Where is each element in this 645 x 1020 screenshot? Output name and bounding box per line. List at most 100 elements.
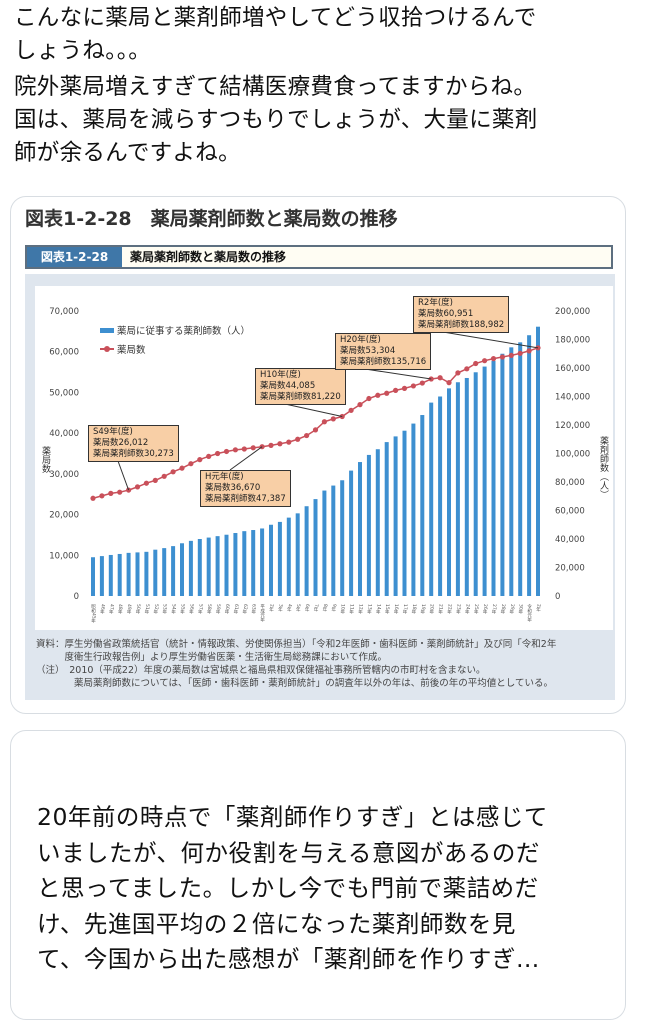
bar	[455, 382, 460, 596]
chart-svg: 0 10,000 20,000 30,000 40,000 50,000 60,000 70,…	[40, 307, 609, 625]
bar	[482, 366, 487, 596]
line-point	[473, 360, 479, 367]
y-right-tick: 180,000	[555, 336, 590, 346]
callout-line: 薬局薬剤師数30,273	[93, 449, 174, 459]
bar	[295, 513, 300, 596]
line-point	[446, 380, 452, 386]
line-point	[232, 447, 238, 453]
bar	[126, 552, 131, 596]
line-point	[375, 392, 381, 398]
x-tick: 58年	[206, 604, 212, 616]
bar	[447, 388, 451, 596]
tweet-line: 師が余るんですよね。	[14, 140, 241, 166]
x-tick: 27年	[491, 604, 497, 616]
line-point	[143, 480, 149, 486]
x-tick: 昭和45年	[91, 604, 97, 625]
callout-line: 薬局薬剤師数81,220	[260, 392, 341, 402]
bar	[171, 546, 176, 596]
callout-line: 薬局数44,085	[260, 381, 316, 391]
x-tick: 10年	[340, 604, 346, 616]
line-point	[108, 490, 114, 496]
bar	[358, 462, 362, 596]
tweet-line: 国は、薬局を減らすつもりでしょうが、大量に薬剤	[14, 107, 538, 133]
callout-line: 薬局数36,670	[205, 483, 261, 493]
x-tick: 52年	[153, 604, 159, 616]
bar	[384, 442, 389, 596]
x-tick: 46年	[99, 604, 105, 616]
x-tick: 59年	[215, 604, 221, 616]
y-left-tick: 30,000	[49, 470, 79, 480]
bar	[144, 551, 149, 596]
x-tick: 3年	[277, 604, 283, 613]
figure-tag: 図表1-2-28	[27, 247, 122, 267]
x-tick: 29年	[509, 604, 515, 616]
bar	[269, 524, 273, 596]
bar	[91, 557, 95, 596]
x-tick: 17年	[402, 604, 408, 616]
reply-text: 20年前の時点で「薬剤師作りすぎ」とは感じて いましたが、何か役割を与える意図が…	[37, 800, 548, 978]
bar	[411, 423, 416, 596]
bar	[464, 377, 469, 596]
x-tick: 26年	[482, 604, 488, 616]
line-point	[321, 419, 327, 425]
y-right-tick: 80,000	[555, 478, 585, 488]
bar	[277, 521, 282, 596]
callout-line: 薬局数26,012	[93, 438, 149, 448]
line-point	[286, 439, 292, 445]
x-tick: 8年	[322, 604, 328, 613]
line-point	[215, 450, 221, 457]
figure-header: 図表1-2-28 薬局薬剤師数と薬局数の推移	[25, 245, 613, 269]
bar	[349, 470, 354, 596]
x-tick: 9年	[331, 604, 337, 613]
y-right-tick: 60,000	[555, 507, 585, 517]
bar	[527, 335, 532, 596]
x-tick: 62年	[242, 604, 248, 616]
callout-line: 薬局数53,304	[340, 346, 396, 356]
x-tick: 47年	[108, 604, 114, 616]
line-point	[499, 354, 505, 360]
note-line: 薬局薬剤師数については、「医師・歯科医師・薬剤師統計」の調査年以外の年は、前後の…	[36, 678, 553, 689]
bar	[162, 548, 167, 596]
line-point	[152, 477, 158, 483]
bar	[215, 536, 220, 596]
x-tick: 15年	[384, 604, 390, 616]
x-tick: 48年	[117, 604, 123, 616]
line-point	[134, 484, 141, 490]
y-right-tick: 120,000	[555, 421, 590, 431]
y-left-tick: 0	[74, 592, 79, 602]
y-right-tick: 0	[555, 592, 560, 602]
x-tick: 57年	[197, 604, 203, 616]
bar	[473, 372, 478, 596]
x-tick: 平成元年	[260, 604, 265, 624]
line-point	[295, 436, 301, 442]
tweet-line: 院外薬局増えすぎて結構医療費食ってますからね。	[14, 74, 537, 100]
reply-line: いましたが、何か役割を与える意図があるのだ	[37, 838, 540, 867]
x-tick: 51年	[144, 604, 150, 616]
bar	[251, 530, 256, 596]
callout: R2年(度) 薬局数60,951 薬局薬剤師数188,982	[413, 296, 510, 333]
legend-bar: 薬局に従事する薬剤師数（人）	[100, 323, 250, 337]
callout-line: H元年(度)	[205, 472, 244, 482]
bar	[322, 490, 327, 596]
bar	[260, 528, 265, 596]
line-point	[455, 370, 461, 376]
callout: S49年(度) 薬局数26,012 薬局薬剤師数30,273	[88, 425, 179, 462]
reply-line: て、今国から出た感想が「薬剤師を作りすぎ…	[37, 945, 540, 973]
line-point	[357, 402, 363, 408]
bar	[286, 517, 291, 596]
line-point	[437, 375, 443, 381]
x-tick: 28年	[500, 604, 506, 616]
note-line: 度衛生行政報告例」より厚生労働省医薬・生活衛生局総務課において作成。	[36, 652, 388, 663]
callout-pointer	[117, 460, 130, 491]
bar	[366, 454, 371, 596]
bar	[500, 353, 505, 596]
x-tick: 12年	[358, 604, 364, 616]
bar	[180, 543, 184, 596]
bar	[420, 415, 425, 596]
bar	[313, 499, 318, 596]
callout-line: R2年(度)	[418, 298, 453, 308]
line-point	[384, 390, 390, 396]
bar	[429, 402, 434, 596]
callout-line: H10年(度)	[260, 370, 301, 380]
line-point	[117, 489, 123, 495]
